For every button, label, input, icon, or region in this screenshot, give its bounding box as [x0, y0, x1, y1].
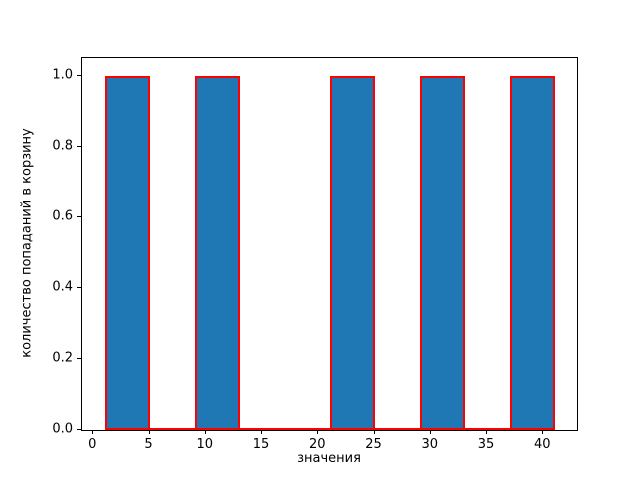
y-tick-label: 0.4: [52, 279, 73, 295]
x-tick-label: 10: [196, 437, 214, 452]
x-tick-mark: [204, 430, 206, 434]
x-tick-mark: [317, 430, 319, 434]
y-tick-label: 0.2: [52, 350, 73, 366]
x-tick-label: 5: [144, 437, 153, 452]
x-tick-label: 35: [477, 437, 495, 452]
x-tick-mark: [92, 430, 94, 434]
y-tick-mark: [77, 145, 81, 147]
x-axis-label: значения: [297, 451, 361, 466]
y-tick-mark: [77, 74, 81, 76]
y-tick-label: 0.6: [52, 208, 73, 224]
histogram-bar: [419, 75, 465, 430]
x-tick-label: 15: [252, 437, 270, 452]
y-tick-mark: [77, 358, 81, 360]
x-tick-label: 20: [308, 437, 326, 452]
y-tick-mark: [77, 287, 81, 289]
y-tick-label: 1.0: [52, 67, 73, 83]
x-tick-mark: [373, 430, 375, 434]
histogram-bar: [104, 75, 150, 430]
histogram-bar: [194, 75, 240, 430]
y-axis-label: количество попаданий в корзину: [19, 128, 35, 358]
y-tick-mark: [77, 429, 81, 430]
y-tick-label: 0.8: [52, 138, 73, 154]
y-tick-mark: [77, 216, 81, 218]
x-tick-mark: [429, 430, 431, 434]
x-tick-mark: [486, 430, 487, 434]
x-tick-label: 25: [365, 437, 382, 452]
histogram-bar: [509, 75, 555, 430]
x-tick-mark: [542, 430, 544, 434]
y-tick-label: 0.0: [52, 421, 73, 437]
plot-area: [81, 57, 578, 431]
x-tick-mark: [148, 430, 150, 434]
x-tick-label: 0: [88, 437, 97, 452]
x-tick-label: 30: [421, 437, 439, 452]
x-tick-label: 40: [533, 437, 551, 452]
histogram-bar: [329, 75, 375, 430]
x-tick-mark: [261, 430, 262, 434]
